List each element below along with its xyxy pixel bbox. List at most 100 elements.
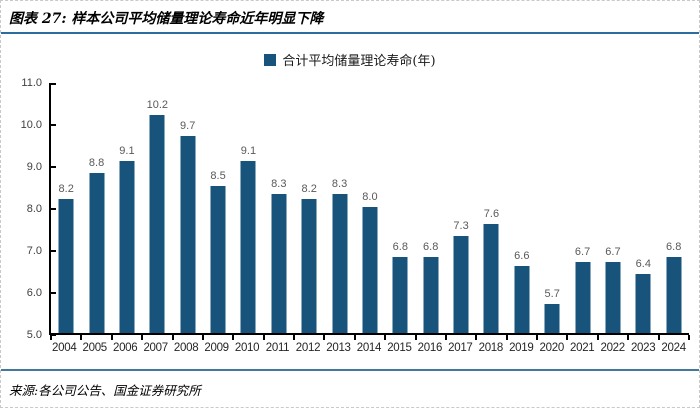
x-tick-label: 2006 — [112, 342, 138, 354]
x-tick-mark — [657, 335, 660, 340]
bar-value-label: 6.8 — [423, 241, 439, 254]
x-tick-mark — [293, 335, 296, 340]
bar — [483, 223, 499, 333]
bar-column: 8.0 — [355, 83, 385, 333]
bar-column: 8.3 — [264, 83, 294, 333]
bar — [149, 114, 165, 333]
bar-column: 6.8 — [659, 83, 689, 333]
bar-value-label: 8.2 — [58, 182, 74, 195]
legend: 合计平均储量理论寿命(年) — [1, 50, 699, 69]
bar-value-label: 9.1 — [119, 144, 135, 157]
bar-column: 9.1 — [112, 83, 142, 333]
x-tick-mark — [566, 335, 569, 340]
bar-value-label: 6.4 — [635, 258, 651, 271]
x-tick-mark — [414, 335, 417, 340]
y-tick-label: 11.0 — [21, 77, 42, 89]
bar-chart: 5.0 6.0 7.0 8.0 9.0 10.0 11.0 8.2 8.8 9.1 10.2 9.7… — [7, 77, 690, 354]
bar-column: 8.5 — [203, 83, 233, 333]
bar-value-label: 7.3 — [453, 220, 469, 233]
bar-value-label: 8.3 — [331, 178, 348, 191]
y-axis-labels: 5.0 6.0 7.0 8.0 9.0 10.0 11.0 — [7, 77, 49, 341]
x-axis-labels: 2004 2005 2006 2007 2008 2009 2010 2011 2012 2013… — [49, 342, 689, 354]
bar-column: 9.1 — [233, 83, 263, 333]
x-tick-mark — [232, 335, 235, 340]
x-tick-mark — [171, 335, 174, 340]
x-tick-label: 2009 — [204, 342, 229, 354]
x-tick-label: 2015 — [387, 342, 412, 354]
bar-column: 8.3 — [324, 83, 354, 333]
bar-value-label: 8.2 — [301, 182, 317, 195]
x-tick-mark — [475, 335, 478, 340]
x-tick-label: 2014 — [356, 342, 382, 354]
x-tick-label: 2004 — [52, 342, 77, 354]
chart-title: 图表 27: 样本公司平均储量理论寿命近年明显下降 — [9, 11, 324, 27]
plot-area: 8.2 8.8 9.1 10.2 9.7 8.5 9.1 8.3 8.2 8.3 8.0 6.8 6.8… — [49, 83, 690, 340]
x-tick-label: 2010 — [234, 342, 260, 354]
bar — [210, 186, 226, 333]
bar — [453, 236, 469, 333]
x-tick-mark — [110, 335, 113, 340]
x-tick-label: 2012 — [295, 342, 321, 354]
bar-column: 7.6 — [476, 83, 506, 333]
bar-value-label: 8.0 — [362, 191, 378, 203]
x-tick-label: 2018 — [478, 342, 504, 354]
bar — [119, 160, 135, 333]
x-tick-mark — [353, 335, 356, 340]
bar-value-label: 9.7 — [180, 119, 196, 132]
bar — [514, 265, 530, 333]
bar — [666, 257, 682, 333]
y-tick-mark — [51, 250, 56, 252]
bar — [635, 274, 651, 333]
y-tick-label: 5.0 — [26, 329, 42, 341]
x-tick-label: 2022 — [600, 342, 625, 354]
bar — [362, 207, 378, 333]
x-tick-mark — [505, 335, 508, 340]
bar-column: 5.7 — [537, 83, 567, 333]
y-tick-label: 9.0 — [26, 161, 42, 173]
bar-value-label: 6.8 — [666, 241, 682, 254]
bar-column: 8.2 — [294, 83, 324, 333]
bar — [240, 160, 256, 333]
x-tick-label: 2017 — [448, 342, 473, 354]
x-tick-label: 2005 — [82, 342, 108, 354]
bar — [58, 198, 74, 333]
bar — [332, 194, 348, 333]
legend-label: 合计平均储量理论寿命(年) — [282, 54, 436, 69]
x-tick-label: 2023 — [630, 342, 656, 354]
bar-value-label: 10.2 — [146, 98, 169, 111]
y-tick-label: 10.0 — [20, 119, 42, 131]
bar-value-label: 8.8 — [88, 157, 105, 170]
bar — [301, 198, 317, 333]
bar-column: 6.8 — [385, 83, 415, 333]
y-tick-label: 8.0 — [26, 203, 42, 215]
x-tick-mark — [323, 335, 326, 340]
legend-swatch-icon — [264, 53, 277, 66]
x-tick-mark — [80, 335, 83, 340]
x-tick-mark — [384, 335, 387, 340]
x-tick-mark — [444, 335, 447, 340]
x-tick-label: 2016 — [417, 342, 443, 354]
x-tick-label: 2007 — [143, 342, 168, 354]
y-tick-mark — [51, 334, 56, 336]
bar-column: 8.2 — [51, 83, 81, 333]
bar-value-label: 6.6 — [514, 249, 530, 262]
y-tick-label: 7.0 — [26, 245, 42, 257]
y-tick-mark — [51, 83, 56, 85]
bar-value-label: 6.7 — [574, 245, 591, 258]
bar — [605, 261, 621, 333]
bar-value-label: 9.1 — [240, 144, 257, 157]
y-tick-mark — [51, 124, 56, 126]
y-tick-mark — [51, 208, 56, 210]
x-tick-label: 2013 — [326, 342, 351, 354]
bar — [423, 257, 439, 333]
bar-column: 6.7 — [598, 83, 628, 333]
bar-column: 8.8 — [81, 83, 111, 333]
bar-value-label: 8.3 — [271, 178, 287, 191]
bar-value-label: 8.5 — [210, 170, 226, 182]
bar — [544, 303, 560, 333]
x-tick-mark — [201, 335, 204, 340]
bar — [575, 261, 591, 333]
bar — [89, 173, 105, 333]
x-tick-label: 2008 — [173, 342, 199, 354]
x-tick-label: 2024 — [661, 342, 686, 354]
